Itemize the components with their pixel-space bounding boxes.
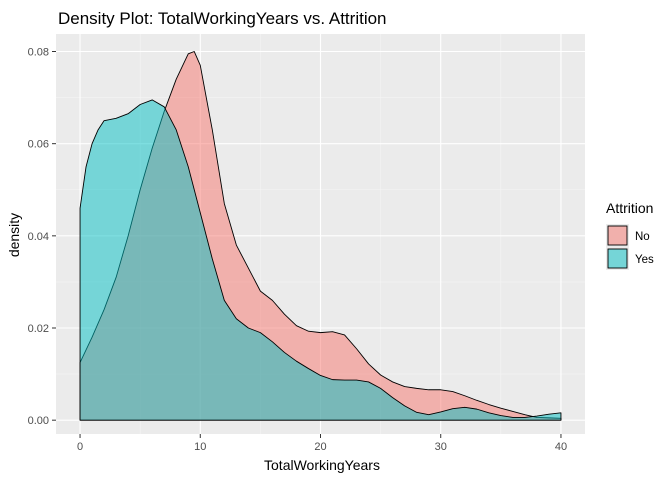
legend: Attrition No Yes	[606, 200, 654, 270]
axis-ticks: 0 10 20 30 40 0.00 0.02 0.04 0.06 0.08	[28, 47, 568, 453]
density-areas	[79, 51, 562, 421]
legend-title: Attrition	[606, 200, 653, 216]
legend-key-no	[607, 225, 628, 246]
y-tick-label: 0.00	[28, 415, 49, 427]
y-axis-title: density	[6, 213, 22, 257]
y-tick-label: 0.08	[28, 47, 49, 59]
y-tick-label: 0.04	[28, 231, 49, 243]
x-tick-label: 40	[555, 441, 567, 453]
legend-label-no: No	[635, 231, 650, 243]
y-tick-label: 0.06	[28, 139, 49, 151]
y-tick-label: 0.02	[28, 323, 49, 335]
x-axis-title: TotalWorkingYears	[264, 457, 380, 473]
x-tick-label: 30	[435, 441, 447, 453]
legend-key-yes	[607, 248, 628, 269]
x-tick-label: 0	[77, 441, 83, 453]
x-tick-label: 20	[314, 441, 326, 453]
density-area-yes	[79, 99, 562, 421]
chart-title: Density Plot: TotalWorkingYears vs. Attr…	[58, 9, 387, 28]
x-tick-label: 10	[194, 441, 206, 453]
legend-label-yes: Yes	[635, 254, 654, 266]
